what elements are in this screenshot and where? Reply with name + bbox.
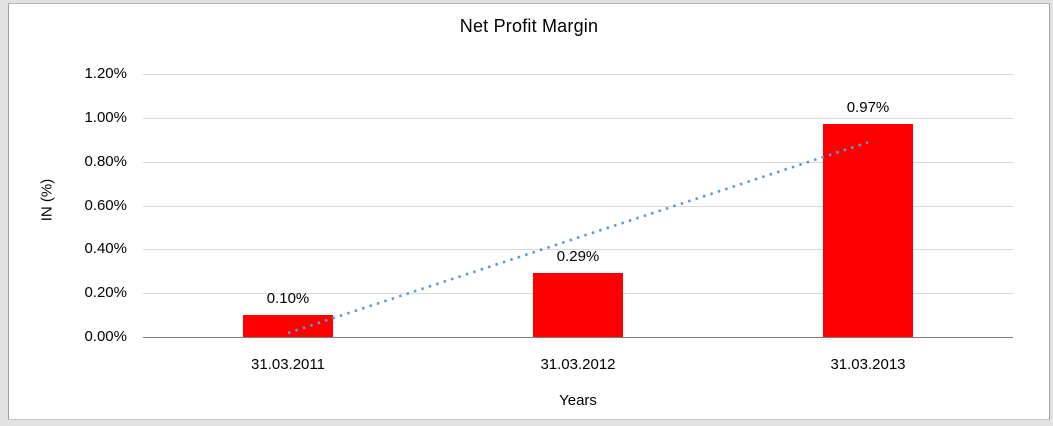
x-category-label: 31.03.2011 [251, 356, 325, 373]
bar-value-label: 0.29% [556, 248, 600, 266]
gridline [143, 117, 1013, 119]
gridline [143, 249, 1013, 251]
y-tick-label: 0.60% [84, 196, 127, 214]
x-category-label: 31.03.2013 [830, 356, 906, 373]
gridline [143, 74, 1013, 75]
chart-title: Net Profit Margin [459, 16, 599, 36]
bar [823, 124, 913, 337]
bar-value-label: 0.97% [846, 99, 890, 117]
bar [533, 273, 623, 337]
x-axis-title: Years [559, 392, 597, 409]
bar [243, 315, 333, 337]
y-tick-label: 0.20% [84, 284, 127, 302]
trendline-layer [287, 141, 869, 335]
gridline [143, 161, 1013, 163]
chart-frame: Net Profit Margin IN (%) 0.10% 0.29% 0.97%… [8, 3, 1050, 420]
y-tick-label: 0.80% [84, 152, 127, 170]
y-tick-label: 1.20% [84, 65, 127, 82]
bar-value-label: 0.10% [266, 290, 310, 308]
trendline [287, 141, 869, 335]
y-tick-label: 0.00% [84, 328, 127, 345]
gridline [143, 205, 1013, 207]
plot-area: 0.10% 0.29% 0.97% [143, 74, 1013, 338]
x-category-label: 31.03.2012 [540, 356, 616, 373]
y-tick-label: 0.40% [84, 240, 127, 258]
y-tick-label: 1.00% [84, 108, 127, 126]
